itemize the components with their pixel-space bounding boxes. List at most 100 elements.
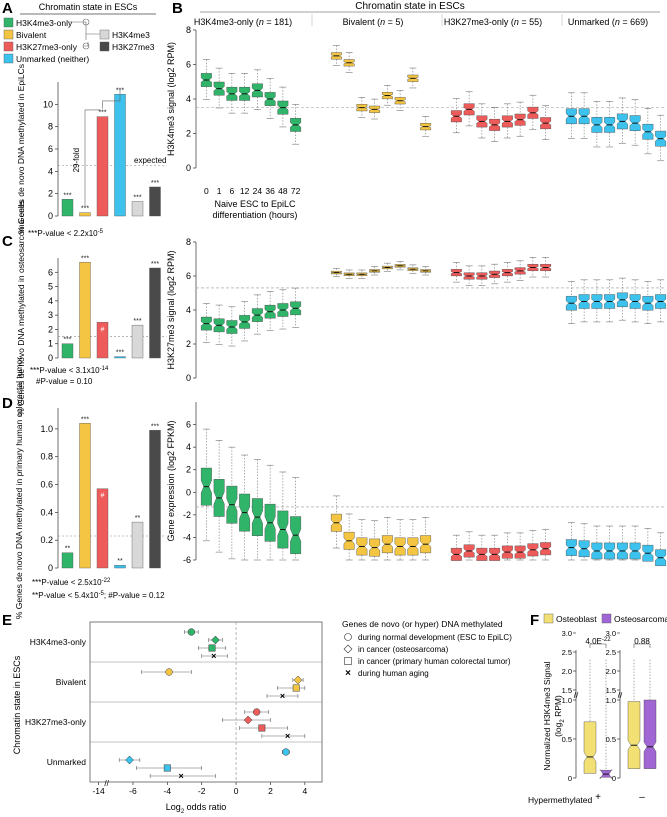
legend-label: H3K4me3-only [16, 18, 73, 28]
column-header: Unmarked (n = 669) [568, 17, 648, 27]
bar [149, 267, 161, 359]
box [583, 721, 597, 774]
y-tick-label: 10 [43, 99, 53, 109]
panel-b-time-axis-title-2: differentiation (hours) [213, 210, 298, 220]
time-tick-label: 24 [253, 186, 263, 196]
time-tick-label: 48 [278, 186, 288, 196]
row-label: H3K4me3-only [30, 637, 87, 647]
bar [96, 116, 109, 217]
y-tick-label: 6 [186, 60, 191, 70]
box [627, 701, 641, 769]
legend-label: Osteoblast [556, 614, 597, 624]
group-label: – [639, 792, 645, 803]
pvalue-label: 0.88 [634, 637, 650, 646]
legend-swatch [3, 41, 14, 52]
y-tick-label: 0 [612, 774, 616, 783]
bar [131, 201, 144, 217]
panel-c-pvalue-1: ***P-value < 3.1x10-14 [30, 366, 109, 375]
panel-c-bar-chart: 0 1 2 3 4 5 6 *** *** # *** *** *** % Genes de novo D… [16, 200, 167, 416]
y-tick-label: 3 [48, 310, 53, 320]
x-tick-label: 2 [268, 786, 273, 796]
y-tick-label: 0 [186, 373, 191, 383]
y-tick-label: 2.5 [606, 648, 616, 657]
fold-label: 29-fold [72, 148, 81, 172]
bar [114, 565, 126, 569]
marker-point [292, 684, 300, 692]
y-tick-label: 6 [186, 271, 191, 281]
x-tick-label: 4 [302, 786, 307, 796]
panel-f-boxplots: Osteoblast Osteosarcoma00.51.01.52.02.53.… [528, 613, 667, 805]
panel-e-ylabel: Chromatin state in ESCs [12, 655, 22, 754]
bar-significance-label: *** [63, 337, 71, 344]
y-tick-label: 0.2 [40, 535, 53, 545]
time-tick-label: 36 [265, 186, 275, 196]
legend-marker [343, 644, 353, 654]
bar-significance-label: ** [65, 546, 71, 553]
bar [131, 521, 144, 569]
y-tick-label: -4 [183, 532, 191, 542]
y-tick-label: 2.5 [562, 648, 572, 657]
bar [96, 322, 109, 359]
bar-significance-label: ** [135, 515, 141, 522]
bar [61, 552, 74, 569]
panel-e-xlabel: Log2 odds ratio [166, 802, 226, 815]
y-axis-label: H3K4me3 signal (log2 RPM) [166, 42, 176, 156]
bar [79, 212, 91, 217]
y-tick-label: 2.0 [606, 667, 616, 676]
panel-a-legend-title: Chromatin state in ESCs [39, 2, 138, 12]
bar [131, 324, 144, 359]
marker-point [293, 675, 303, 685]
panel-b-time-axis: 0 1 6 12 24 36 48 72 [204, 186, 301, 196]
marker-point [125, 755, 134, 765]
y-tick-label: 2 [48, 324, 53, 334]
panel-b-letter: B [172, 0, 183, 17]
bar-significance-label: *** [63, 192, 71, 199]
y-tick-label: 0.5 [562, 735, 572, 744]
y-tick-label: 1.0 [606, 696, 616, 705]
x-tick-label: 0 [234, 786, 239, 796]
panel-a-legend: H3K4me3-only Bivalent H3K27me3-only Unmarke… [3, 17, 155, 64]
marker-point [258, 724, 266, 732]
panel-b-h3k4me3-boxplots: 0 2 4 6 8 H3K4me3 signal (log2 RPM) [166, 25, 667, 173]
bar-significance-label: *** [81, 206, 89, 213]
y-tick-label: 4 [186, 305, 191, 315]
bar-significance-label: *** [133, 318, 141, 325]
bar-significance-label: *** [116, 350, 124, 357]
marker-point [163, 764, 171, 772]
y-tick-label: 2.0 [562, 667, 572, 676]
legend-swatch [99, 29, 110, 40]
bar-significance-label: # [101, 326, 105, 333]
y-tick-label: 0.6 [40, 480, 53, 490]
bar-significance-label: # [101, 493, 105, 500]
panel-e-legend-title: Genes de novo (or hyper) DNA methylated [342, 619, 503, 629]
bar [61, 199, 74, 217]
marker-point: × [178, 771, 183, 781]
bar-significance-label: ** [117, 558, 123, 565]
legend-marker [344, 633, 352, 641]
panel-b-h3k27me3-boxplots: 0 2 4 6 8 H3K27me3 signal (log2 RPM) [166, 237, 667, 383]
legend-label: during normal development (ESC to EpiLC) [358, 633, 512, 642]
panel-c-pvalue-2: #P-value = 0.10 [36, 377, 93, 386]
panel-e-letter: E [2, 612, 12, 629]
x-tick-label: -6 [129, 786, 137, 796]
y-tick-label: 0 [568, 774, 572, 783]
bar [79, 423, 91, 569]
axis-break-mark: // [618, 691, 623, 700]
y-tick-label: 0 [186, 487, 191, 497]
panel-b-time-axis-title: Naive ESC to EpiLC [214, 199, 296, 209]
legend-label: Osteosarcoma [614, 614, 667, 624]
fold-bracket [84, 109, 101, 209]
y-tick-label: 1.0 [562, 696, 572, 705]
y-tick-label: -6 [183, 555, 191, 565]
pvalue-bracket [633, 643, 651, 648]
y-tick-label: 6 [48, 144, 53, 154]
bar-significance-label: *** [151, 423, 159, 430]
column-header: Bivalent (n = 5) [343, 17, 404, 27]
axis-break-mark: // [104, 779, 109, 788]
y-tick-label: 5 [48, 282, 53, 292]
y-tick-label: 4 [186, 442, 191, 452]
legend-marker [344, 657, 352, 665]
time-tick-label: 6 [230, 186, 235, 196]
bar-significance-label: *** [133, 194, 141, 201]
